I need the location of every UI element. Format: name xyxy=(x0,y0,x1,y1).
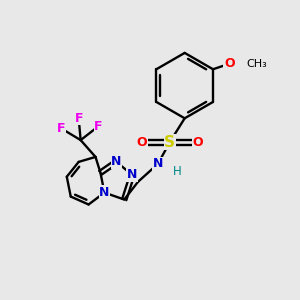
Text: N: N xyxy=(111,155,122,168)
Text: O: O xyxy=(224,57,235,70)
Text: H: H xyxy=(173,165,182,178)
Text: F: F xyxy=(94,120,103,133)
Text: N: N xyxy=(153,158,163,170)
Text: F: F xyxy=(74,112,83,125)
Text: S: S xyxy=(164,135,175,150)
Text: O: O xyxy=(192,136,203,148)
Text: CH₃: CH₃ xyxy=(246,59,267,69)
Text: F: F xyxy=(57,122,65,135)
Text: O: O xyxy=(137,136,147,148)
Text: N: N xyxy=(99,186,110,199)
Text: N: N xyxy=(127,168,137,181)
